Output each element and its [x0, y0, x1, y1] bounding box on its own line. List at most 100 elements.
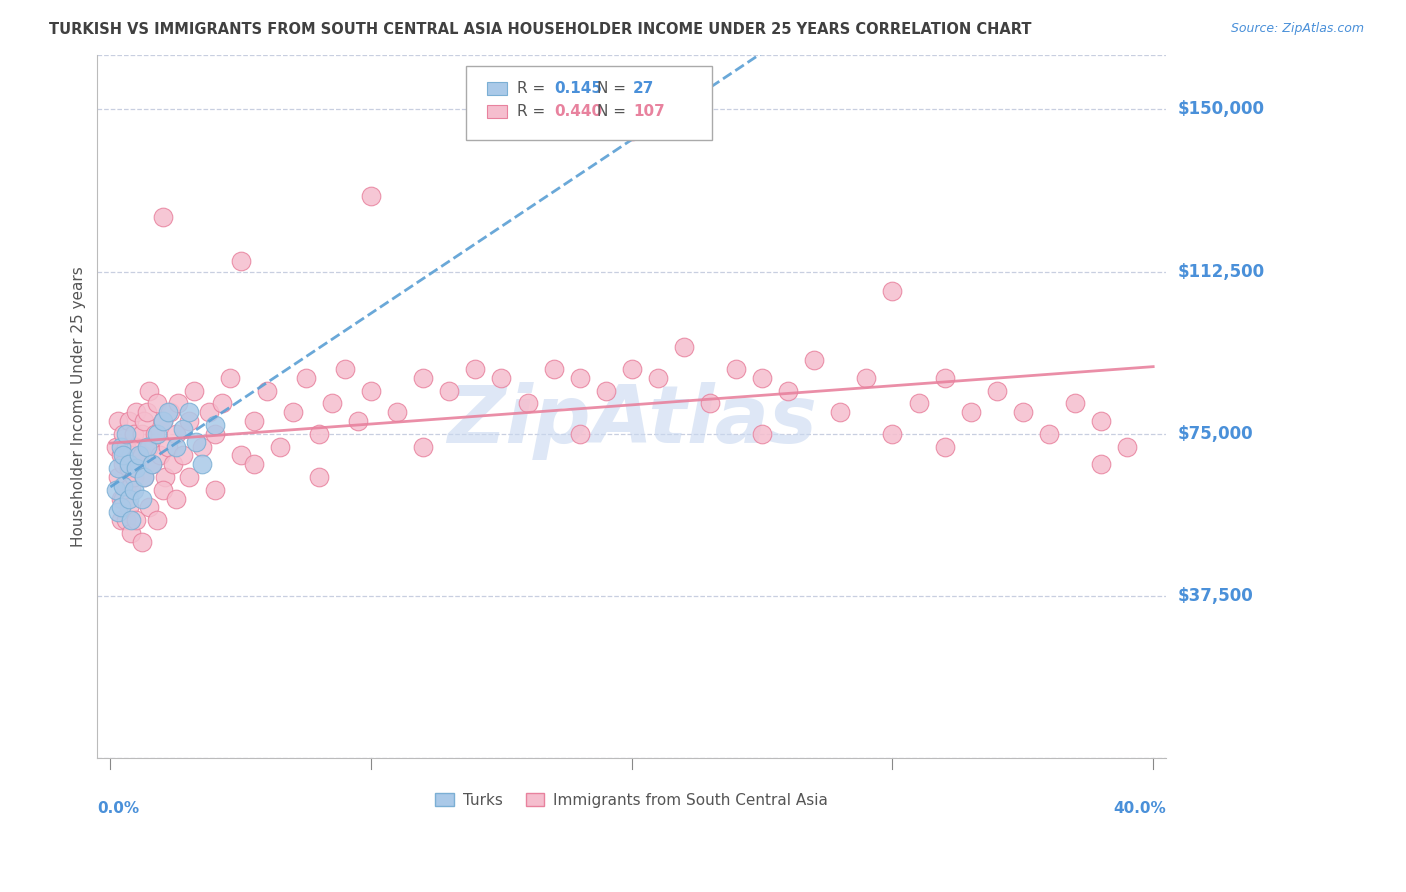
Point [464, 362, 486, 376]
Text: R =: R = [517, 103, 551, 119]
Point [125, 513, 148, 527]
Point [1090, 457, 1112, 471]
Point [120, 479, 142, 493]
Point [177, 470, 200, 484]
Point [110, 491, 132, 506]
Point [110, 513, 132, 527]
Point [125, 405, 148, 419]
Point [172, 449, 194, 463]
Point [491, 370, 513, 384]
Point [143, 426, 166, 441]
Y-axis label: Householder Income Under 25 years: Householder Income Under 25 years [72, 267, 86, 547]
Text: R =: R = [517, 80, 551, 95]
Point [131, 426, 153, 441]
Point [104, 440, 127, 454]
Point [115, 426, 138, 441]
Point [117, 461, 139, 475]
Point [778, 384, 800, 398]
Text: TURKISH VS IMMIGRANTS FROM SOUTH CENTRAL ASIA HOUSEHOLDER INCOME UNDER 25 YEARS : TURKISH VS IMMIGRANTS FROM SOUTH CENTRAL… [49, 22, 1032, 37]
Point [1011, 405, 1033, 419]
Text: $112,500: $112,500 [1177, 262, 1264, 280]
Point [647, 370, 669, 384]
Text: Source: ZipAtlas.com: Source: ZipAtlas.com [1230, 22, 1364, 36]
Point [907, 396, 929, 410]
Point [1064, 396, 1087, 410]
Point [162, 457, 184, 471]
Point [138, 440, 160, 454]
Point [183, 384, 205, 398]
Text: 107: 107 [633, 103, 665, 119]
Text: 0.0%: 0.0% [97, 800, 139, 815]
Point [516, 396, 538, 410]
Point [110, 500, 132, 515]
Point [107, 470, 129, 484]
Point [165, 440, 187, 454]
FancyBboxPatch shape [488, 105, 506, 118]
Point [269, 440, 291, 454]
Point [190, 440, 212, 454]
Point [149, 449, 172, 463]
Point [104, 483, 127, 497]
Point [112, 491, 135, 506]
Point [131, 449, 153, 463]
Point [152, 483, 174, 497]
Point [135, 405, 157, 419]
Point [242, 457, 264, 471]
Point [152, 211, 174, 225]
Point [112, 479, 135, 493]
Point [190, 457, 212, 471]
Point [159, 405, 181, 419]
Point [439, 384, 461, 398]
Point [751, 426, 773, 441]
Point [725, 362, 748, 376]
Point [295, 370, 318, 384]
Point [117, 491, 139, 506]
Point [308, 470, 330, 484]
Point [156, 405, 179, 419]
Point [165, 426, 187, 441]
Point [120, 449, 142, 463]
Point [120, 526, 142, 541]
Point [135, 440, 157, 454]
Point [308, 426, 330, 441]
Point [855, 370, 877, 384]
Point [986, 384, 1008, 398]
Point [122, 483, 145, 497]
Point [412, 440, 434, 454]
Point [165, 491, 187, 506]
Text: $37,500: $37,500 [1177, 587, 1253, 605]
Point [229, 449, 252, 463]
Point [141, 457, 163, 471]
Point [204, 426, 226, 441]
Point [138, 384, 160, 398]
Point [131, 491, 153, 506]
Text: 0.440: 0.440 [554, 103, 602, 119]
Point [934, 440, 956, 454]
Point [959, 405, 981, 419]
FancyBboxPatch shape [488, 82, 506, 95]
Point [107, 461, 129, 475]
Point [112, 457, 135, 471]
Text: $75,000: $75,000 [1177, 425, 1253, 442]
Point [934, 370, 956, 384]
Point [672, 340, 695, 354]
Point [125, 461, 148, 475]
Point [167, 396, 190, 410]
Point [620, 362, 643, 376]
Point [156, 440, 179, 454]
Point [134, 470, 156, 484]
Point [412, 370, 434, 384]
Point [568, 426, 591, 441]
Point [141, 457, 163, 471]
Point [152, 414, 174, 428]
Point [198, 405, 221, 419]
Point [134, 414, 156, 428]
Point [1090, 414, 1112, 428]
Point [131, 535, 153, 549]
Point [107, 505, 129, 519]
Point [146, 396, 169, 410]
Text: ZipAtlas: ZipAtlas [447, 382, 817, 459]
Point [830, 405, 852, 419]
Point [110, 449, 132, 463]
Text: 0.145: 0.145 [554, 80, 602, 95]
